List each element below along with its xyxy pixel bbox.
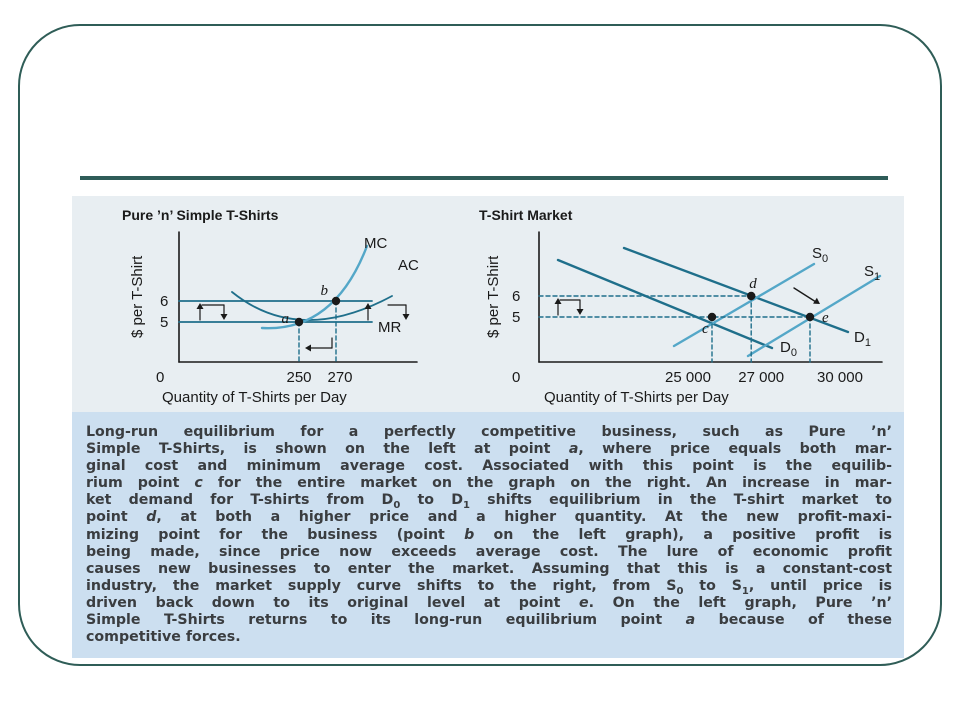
right-point-c (707, 312, 717, 322)
right-point-e-label: e (822, 310, 829, 326)
caption-text: on the left graph), a positive profit is (474, 526, 892, 543)
right-x-tick-27000: 27 000 (738, 369, 784, 386)
caption-text: ket demand for T-shirts from D (86, 492, 394, 509)
caption-line: industry, the market supply curve shifts… (86, 577, 892, 597)
caption-text: , at both a higher price and a higher qu… (156, 509, 893, 526)
right-d0-curve (556, 258, 774, 350)
caption-text: industry, the market supply curve shifts… (86, 577, 677, 594)
caption-line: rium point c for the entire market on th… (86, 475, 892, 492)
caption-line: Simple T-Shirts, is shown on the left at… (86, 441, 892, 458)
left-arrow-right-down-head (402, 314, 410, 320)
caption-subscript: 0 (393, 500, 401, 512)
left-point-a-label: a (282, 311, 290, 327)
right-shift-arrow-shaft (793, 287, 817, 303)
caption-line: ginal cost and minimum average cost. Ass… (86, 458, 892, 475)
caption-text: Simple T-Shirts, is shown on the left at… (86, 441, 569, 458)
caption-text: causes new businesses to enter the marke… (86, 560, 892, 577)
caption-text: for the entire market on the graph on th… (202, 475, 892, 492)
caption-text: ginal cost and minimum average cost. Ass… (86, 458, 892, 475)
right-x-label: Quantity of T-Shirts per Day (544, 389, 729, 406)
charts-svg: Pure ’n’ Simple T-Shirts $ per T-Shirt Qua… (122, 207, 883, 406)
caption-line: mizing point for the business (point b o… (86, 527, 892, 544)
caption-text: shifts equilibrium in the T-shirt market… (469, 492, 892, 509)
caption-line: driven back down to its original level a… (86, 595, 892, 612)
left-ac-label: AC (398, 257, 419, 274)
figure-panel: Pure ’n’ Simple T-Shirts $ per T-Shirt Qua… (72, 196, 904, 658)
left-mc-curve (260, 244, 369, 330)
right-y-label: $ per T-Shirt (485, 255, 502, 338)
right-point-d-label: d (749, 276, 757, 292)
caption-point-letter: a (568, 441, 579, 458)
right-point-e (805, 312, 815, 322)
right-y-tick-6: 6 (512, 288, 520, 305)
caption-point-letter: d (146, 509, 157, 526)
caption-line: Simple T-Shirts returns to its long-run … (86, 612, 892, 629)
right-arrow-up-head (554, 298, 562, 304)
right-arrow-down-head (576, 309, 584, 315)
title-rule (80, 176, 888, 180)
right-chart-title: T-Shirt Market (479, 207, 573, 223)
caption-line: ket demand for T-shirts from D0 to D1 sh… (86, 492, 892, 512)
left-arrow-q-head (305, 344, 311, 352)
caption-text: , where price equals both mar- (578, 441, 892, 458)
caption-subscript: 1 (741, 585, 749, 597)
caption-text: , until price is (748, 577, 892, 594)
caption-subscript: 0 (676, 585, 684, 597)
caption-text: being made, since price now exceeds aver… (86, 543, 892, 560)
left-x-tick-270: 270 (327, 369, 352, 386)
right-y-tick-5: 5 (512, 309, 520, 326)
caption-point-letter: e (578, 594, 589, 611)
caption-text: to D (400, 492, 463, 509)
left-point-b-label: b (321, 283, 329, 299)
caption-text: competitive forces. (86, 629, 241, 646)
right-point-c-label: c (702, 321, 709, 337)
left-arrow-down-head (220, 314, 228, 320)
left-y-tick-5: 5 (160, 314, 168, 331)
left-x-tick-250: 250 (286, 369, 311, 386)
right-d1-label: D1 (854, 329, 871, 349)
left-mc-label: MC (364, 235, 387, 252)
left-arrow-up-head (196, 303, 204, 309)
caption-line: competitive forces. (86, 629, 892, 646)
left-y-tick-6: 6 (160, 293, 168, 310)
caption-line: being made, since price now exceeds aver… (86, 544, 892, 561)
right-x-tick-25000: 25 000 (665, 369, 711, 386)
caption-text: Simple T-Shirts returns to its long-run … (86, 612, 686, 629)
caption-line: causes new businesses to enter the marke… (86, 561, 892, 578)
left-x-tick-0: 0 (156, 369, 164, 386)
caption-line: point d, at both a higher price and a hi… (86, 509, 892, 526)
caption-point-letter: b (464, 526, 475, 543)
caption-text: rium point (86, 475, 195, 492)
left-point-b (331, 296, 341, 306)
left-point-a (294, 317, 304, 327)
caption-text: driven back down to its original level a… (86, 594, 579, 611)
left-arrow-right-up-head (364, 303, 372, 309)
caption-text: point (86, 509, 147, 526)
caption-text: . On the left graph, Pure ’n’ (588, 594, 893, 611)
right-d0-label: D0 (780, 339, 797, 359)
right-x-tick-0: 0 (512, 369, 520, 386)
left-chart-title: Pure ’n’ Simple T-Shirts (122, 207, 279, 223)
left-mr-label: MR (378, 319, 401, 336)
caption-point-letter: c (194, 475, 203, 492)
right-shift-arrow-head (813, 297, 820, 304)
caption-text: to S (683, 577, 742, 594)
figure-caption: Long-run equilibrium for a perfectly com… (86, 424, 892, 646)
caption-text: mizing point for the business (point (86, 526, 465, 543)
left-x-label: Quantity of T-Shirts per Day (162, 389, 347, 406)
caption-point-letter: a (685, 612, 696, 629)
right-point-d (747, 291, 756, 301)
charts-area (72, 196, 904, 412)
right-x-tick-30000: 30 000 (817, 369, 863, 386)
right-s0-label: S0 (812, 245, 828, 265)
caption-line: Long-run equilibrium for a perfectly com… (86, 424, 892, 441)
caption-subscript: 1 (463, 500, 470, 512)
right-s0-curve (672, 262, 816, 348)
caption-text: because of these (695, 612, 892, 629)
left-y-label: $ per T-Shirt (129, 255, 146, 338)
caption-text: Long-run equilibrium for a perfectly com… (86, 424, 892, 440)
